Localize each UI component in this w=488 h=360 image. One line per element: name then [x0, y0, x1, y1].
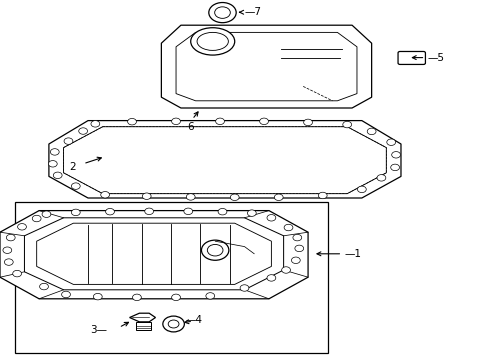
Circle shape	[144, 208, 153, 215]
Circle shape	[42, 211, 51, 217]
Text: —7: —7	[244, 7, 261, 17]
Circle shape	[61, 291, 70, 298]
Circle shape	[214, 7, 230, 18]
Circle shape	[201, 240, 228, 260]
Circle shape	[50, 149, 59, 155]
Circle shape	[205, 293, 214, 299]
Circle shape	[71, 183, 80, 189]
Polygon shape	[129, 313, 155, 322]
Circle shape	[142, 193, 151, 199]
Circle shape	[6, 234, 15, 241]
Circle shape	[183, 208, 192, 215]
Circle shape	[281, 267, 290, 273]
Circle shape	[218, 208, 226, 215]
Circle shape	[71, 209, 80, 216]
Circle shape	[91, 121, 100, 127]
Text: 6: 6	[187, 122, 194, 132]
Circle shape	[266, 215, 275, 221]
Text: 2: 2	[69, 162, 76, 172]
Circle shape	[386, 139, 395, 145]
Circle shape	[132, 294, 141, 301]
Circle shape	[105, 208, 114, 215]
Circle shape	[291, 257, 300, 264]
Circle shape	[13, 270, 21, 277]
Polygon shape	[176, 32, 356, 101]
Circle shape	[391, 152, 400, 158]
Polygon shape	[49, 121, 400, 198]
Circle shape	[208, 3, 236, 23]
FancyBboxPatch shape	[397, 51, 425, 64]
Ellipse shape	[190, 28, 234, 55]
Circle shape	[79, 128, 87, 134]
Circle shape	[376, 175, 385, 181]
Circle shape	[390, 164, 399, 171]
Text: 3—: 3—	[90, 325, 107, 336]
Polygon shape	[24, 218, 283, 290]
Circle shape	[64, 138, 73, 144]
Circle shape	[266, 275, 275, 281]
Circle shape	[342, 121, 351, 128]
Circle shape	[171, 294, 180, 301]
Circle shape	[168, 320, 179, 328]
Circle shape	[215, 118, 224, 125]
Text: —1: —1	[344, 249, 361, 259]
Bar	[15, 202, 327, 353]
Circle shape	[4, 259, 13, 265]
Circle shape	[294, 245, 303, 252]
Circle shape	[366, 128, 375, 135]
Circle shape	[292, 234, 301, 241]
Circle shape	[48, 161, 57, 167]
Text: —4: —4	[185, 315, 203, 325]
Circle shape	[3, 247, 12, 253]
Circle shape	[357, 186, 366, 193]
Circle shape	[259, 118, 268, 125]
Circle shape	[186, 194, 195, 200]
Circle shape	[171, 118, 180, 125]
Circle shape	[18, 224, 26, 230]
Circle shape	[40, 283, 48, 290]
Circle shape	[127, 118, 136, 125]
Circle shape	[247, 210, 256, 216]
Circle shape	[284, 224, 292, 231]
Circle shape	[101, 192, 109, 198]
Polygon shape	[161, 25, 371, 108]
Ellipse shape	[197, 32, 228, 50]
Circle shape	[303, 119, 312, 126]
Polygon shape	[136, 322, 150, 330]
Circle shape	[240, 285, 248, 291]
Polygon shape	[37, 223, 271, 284]
Circle shape	[274, 194, 283, 201]
Circle shape	[207, 244, 223, 256]
Circle shape	[93, 293, 102, 300]
Circle shape	[230, 194, 239, 201]
Circle shape	[32, 215, 41, 222]
Circle shape	[163, 316, 184, 332]
Circle shape	[53, 172, 62, 179]
Text: —5: —5	[427, 53, 444, 63]
Circle shape	[318, 192, 326, 199]
Polygon shape	[0, 211, 307, 299]
Polygon shape	[63, 127, 386, 194]
